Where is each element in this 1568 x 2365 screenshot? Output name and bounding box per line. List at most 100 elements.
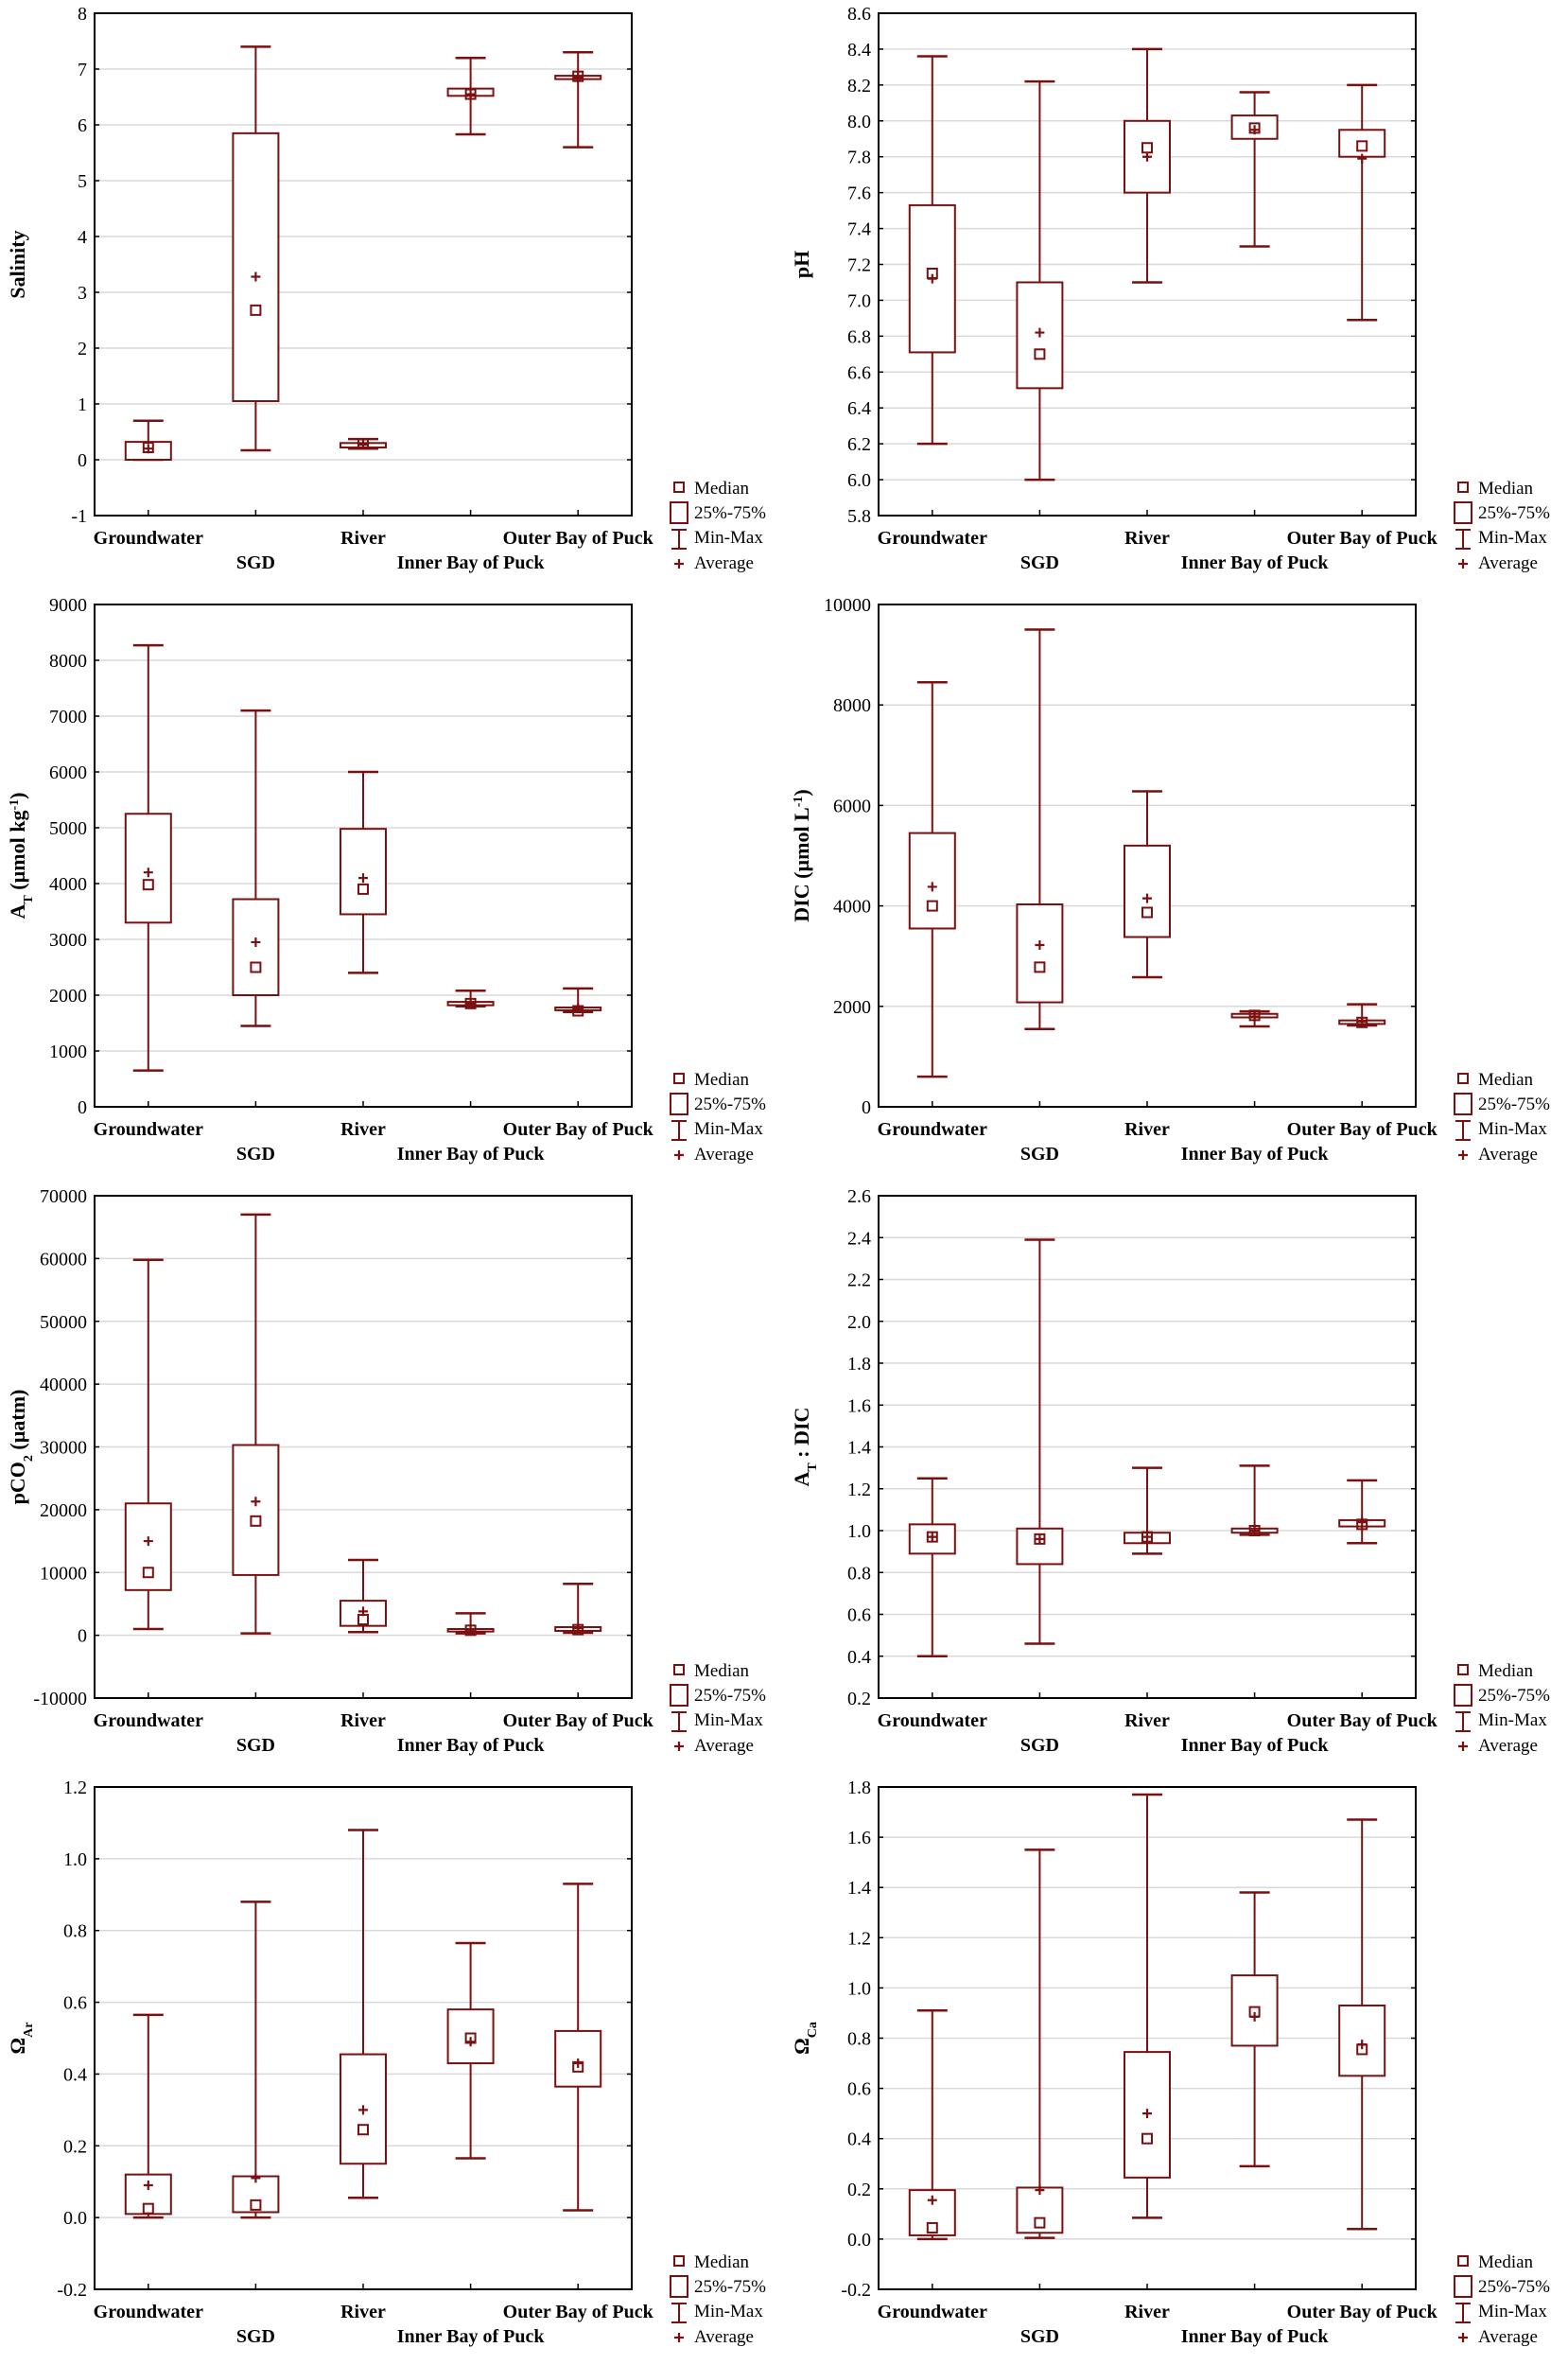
legend-median-icon xyxy=(1457,2255,1469,2267)
y-tick-label: 60000 xyxy=(40,1249,87,1270)
average-marker xyxy=(1357,153,1368,164)
median-marker xyxy=(250,2199,262,2211)
iqr-box xyxy=(232,131,280,403)
x-category-label: River xyxy=(340,1119,386,1140)
y-tick-label: 20000 xyxy=(40,1500,87,1521)
box-river xyxy=(340,1558,387,1634)
average-marker xyxy=(573,1623,584,1634)
x-category-label: Inner Bay of Puck xyxy=(397,2326,546,2347)
box-outer-bay-of-puck xyxy=(554,987,602,1017)
y-tick-label: 6.8 xyxy=(847,326,871,347)
box-sgd xyxy=(232,1213,280,1635)
box-inner-bay-of-puck xyxy=(1230,91,1279,248)
average-marker xyxy=(1249,125,1260,135)
legend-box-icon xyxy=(670,2275,688,2298)
y-tick-label: 7.0 xyxy=(847,290,871,311)
legend-box-icon xyxy=(670,1684,688,1707)
y-tick-label: 0 xyxy=(78,450,87,471)
box-groundwater xyxy=(908,1477,956,1657)
x-category-label: Groundwater xyxy=(878,2302,987,2322)
legend-box-icon xyxy=(670,501,688,524)
average-marker xyxy=(143,1536,153,1547)
box-inner-bay-of-puck xyxy=(1230,1464,1279,1536)
y-tick-label: 0.2 xyxy=(847,1689,871,1709)
legend-whisker-label: Min-Max xyxy=(1478,1710,1547,1730)
box-groundwater xyxy=(908,55,956,446)
x-category-label: Groundwater xyxy=(878,528,987,549)
y-axis-label: Salinity xyxy=(6,230,29,298)
legend-median-icon xyxy=(673,1073,685,1084)
y-tick-label: 1.6 xyxy=(847,1395,871,1416)
legend-box-icon xyxy=(670,1093,688,1115)
average-marker xyxy=(465,998,476,1008)
legend-box-label: 25%-75% xyxy=(1478,1095,1550,1114)
y-tick-label: 30000 xyxy=(40,1438,87,1459)
y-tick-label: 10000 xyxy=(824,595,871,616)
y-axis-label-part: (µatm) xyxy=(6,1390,29,1455)
y-tick-label: 8000 xyxy=(833,695,871,716)
average-marker xyxy=(1249,2011,1260,2022)
y-tick-label: 1.2 xyxy=(847,1928,871,1949)
boxplot-chart-1: 5.8 6.0 6.2 6.4 6.6 6.8 7.0 7.2 7.4 7.6 7.8 8.0 8.2 8… xyxy=(790,4,1550,573)
y-tick-label: 0 xyxy=(78,1626,87,1647)
x-category-label: SGD xyxy=(236,1735,275,1756)
legend-whisker-label: Min-Max xyxy=(694,2302,763,2321)
average-marker xyxy=(927,882,937,892)
legend: Median 25%-75% Min-Max Average xyxy=(1454,2252,1550,2347)
legend-average-label: Average xyxy=(1478,1145,1538,1165)
y-axis-label: AT : DIC xyxy=(790,1408,820,1487)
y-tick-label: 2.4 xyxy=(847,1228,871,1249)
legend-median-icon xyxy=(673,2255,685,2267)
iqr-box xyxy=(232,1444,280,1576)
legend-box-icon xyxy=(1454,501,1472,524)
legend-average-icon xyxy=(1458,2333,1468,2342)
y-tick-label: 5.8 xyxy=(847,506,871,527)
y-tick-label: 7.8 xyxy=(847,148,871,168)
average-marker xyxy=(251,937,261,947)
legend-box-icon xyxy=(1454,1684,1472,1707)
legend: Median 25%-75% Min-Max Average xyxy=(1454,479,1550,573)
x-category-label: SGD xyxy=(1020,1144,1059,1165)
x-category-label: River xyxy=(1124,528,1170,549)
average-marker xyxy=(927,273,937,284)
box-inner-bay-of-puck xyxy=(1230,1891,1279,2168)
y-tick-label: 8.6 xyxy=(847,4,871,25)
average-marker xyxy=(1035,327,1045,338)
iqr-box xyxy=(1016,281,1064,390)
legend-whisker-icon xyxy=(671,1120,687,1141)
y-tick-label: 7.2 xyxy=(847,255,871,276)
average-marker xyxy=(251,2173,261,2183)
legend-box-label: 25%-75% xyxy=(1478,2277,1550,2297)
box-river xyxy=(1124,790,1171,979)
x-category-label: Groundwater xyxy=(94,1710,203,1731)
x-category-label: River xyxy=(1124,1119,1170,1140)
median-marker xyxy=(142,1567,154,1579)
x-category-label: Outer Bay of Puck xyxy=(1287,2302,1438,2322)
legend-whisker-icon xyxy=(1455,529,1471,550)
average-marker xyxy=(1142,2109,1152,2119)
median-marker xyxy=(250,961,262,973)
legend: Median 25%-75% Min-Max Average xyxy=(670,479,766,573)
x-category-label: River xyxy=(340,2302,386,2322)
box-sgd xyxy=(1016,628,1064,1030)
y-tick-label: -0.2 xyxy=(841,2280,871,2301)
box-river xyxy=(340,770,387,974)
y-tick-label: 1.6 xyxy=(847,1828,871,1848)
y-axis-label-part: : DIC xyxy=(790,1408,813,1463)
legend-median-icon xyxy=(1457,1073,1469,1084)
box-river xyxy=(340,437,387,450)
legend: Median 25%-75% Min-Max Average xyxy=(1454,1070,1550,1165)
y-tick-label: 6 xyxy=(78,115,87,136)
legend-box-label: 25%-75% xyxy=(694,1095,766,1114)
y-axis-label-part: 2 xyxy=(22,1455,36,1462)
box-sgd xyxy=(232,45,280,452)
average-marker xyxy=(573,1004,584,1014)
legend-whisker-icon xyxy=(1455,2303,1471,2323)
box-groundwater xyxy=(908,2009,956,2241)
legend-average-label: Average xyxy=(694,553,754,573)
legend-median-label: Median xyxy=(694,1661,750,1681)
y-tick-label: 0.2 xyxy=(63,2136,87,2157)
box-sgd xyxy=(1016,1238,1064,1645)
average-marker xyxy=(358,2105,368,2115)
average-marker xyxy=(465,2037,476,2047)
